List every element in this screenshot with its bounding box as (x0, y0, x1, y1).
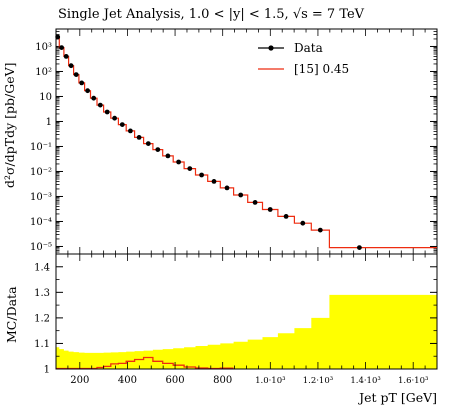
data-point (73, 72, 79, 77)
x-tick-label: 600 (166, 375, 185, 386)
main-y-tick-label: 10 (39, 92, 52, 103)
ratio-y-tick-label: 1.3 (34, 288, 50, 299)
legend-entry-model: [15] 0.45 (294, 62, 349, 76)
data-point (224, 185, 230, 191)
legend-entry-data: Data (294, 41, 323, 55)
data-point (59, 45, 64, 50)
data-point (145, 141, 151, 147)
main-panel: 10³ 10² 10 1 10⁻¹ 10⁻² 10⁻³ 10⁻⁴ 10⁻⁵ d²σ/dpTdy … (2, 28, 438, 255)
x-tick-label: 1.2·10³ (303, 376, 333, 386)
main-y-tick-label: 1 (46, 117, 52, 128)
data-point (283, 214, 289, 219)
legend-data-marker (268, 45, 274, 51)
ratio-panel: 1 1.1 1.2 1.3 1.4 200 400 600 800 1.0·10³ 1.2·10³… (4, 253, 438, 405)
uncertainty-band (56, 294, 437, 369)
ratio-x-ticks: 200 400 600 800 1.0·10³ 1.2·10³ 1.4·10³ 1.6·10³ (55, 254, 438, 386)
main-y-tick-label: 10⁻⁵ (30, 242, 52, 253)
x-tick-label: 1.4·10³ (350, 376, 380, 386)
data-point (300, 220, 306, 226)
x-tick-label: 200 (70, 375, 89, 386)
chart-title: Single Jet Analysis, 1.0 < |y| < 1.5, √s… (58, 7, 365, 22)
model-histogram (56, 36, 437, 249)
model-histogram-line (56, 36, 437, 249)
data-point (91, 95, 97, 101)
main-y-tick-label: 10³ (35, 42, 52, 53)
ratio-y-tick-label: 1 (44, 365, 50, 376)
data-point (55, 34, 61, 40)
data-point (252, 200, 258, 205)
main-y-ticks: 10³ 10² 10 1 10⁻¹ 10⁻² 10⁻³ 10⁻⁴ 10⁻⁵ (30, 28, 437, 253)
data-point (165, 153, 171, 159)
data-point (267, 207, 273, 212)
data-point (155, 147, 161, 153)
x-tick-label: 1.0·10³ (255, 376, 285, 386)
data-point (104, 109, 110, 115)
ratio-y-tick-label: 1.2 (34, 313, 50, 324)
ratio-y-tick-label: 1.4 (34, 262, 50, 273)
data-point (136, 135, 142, 140)
data-point (68, 63, 74, 69)
main-y-tick-label: 10² (35, 67, 52, 78)
data-point (187, 166, 193, 172)
ratio-y-tick-label: 1.1 (34, 339, 50, 350)
data-point (119, 122, 125, 127)
x-tick-label: 400 (118, 375, 137, 386)
main-y-tick-label: 10⁻⁴ (30, 217, 52, 228)
ratio-y-ticks: 1 1.1 1.2 1.3 1.4 (34, 262, 437, 376)
main-plot-frame (55, 28, 438, 255)
data-point (112, 115, 117, 121)
data-point (199, 172, 205, 178)
data-points (55, 34, 362, 251)
x-tick-label: 1.6·10³ (398, 376, 428, 386)
data-point (176, 159, 182, 165)
data-point (127, 128, 133, 134)
data-point (79, 80, 85, 86)
data-point (238, 192, 244, 198)
data-point (211, 179, 217, 184)
data-point (97, 102, 103, 108)
main-y-axis-label: d²σ/dpTdy [pb/GeV] (2, 62, 17, 188)
data-point (317, 227, 323, 233)
legend: Data [15] 0.45 (258, 41, 349, 76)
x-axis-label: Jet pT [GeV] (357, 390, 437, 405)
x-tick-label: 800 (213, 375, 232, 386)
main-y-tick-label: 10⁻¹ (30, 142, 52, 153)
data-point (85, 88, 90, 94)
main-x-ticks (55, 29, 438, 254)
main-y-tick-label: 10⁻² (30, 167, 52, 178)
data-point (63, 54, 69, 59)
ratio-y-axis-label: MC/Data (4, 286, 19, 343)
uncertainty-band-area (56, 294, 437, 369)
data-point (357, 245, 362, 251)
main-y-tick-label: 10⁻³ (30, 192, 52, 203)
